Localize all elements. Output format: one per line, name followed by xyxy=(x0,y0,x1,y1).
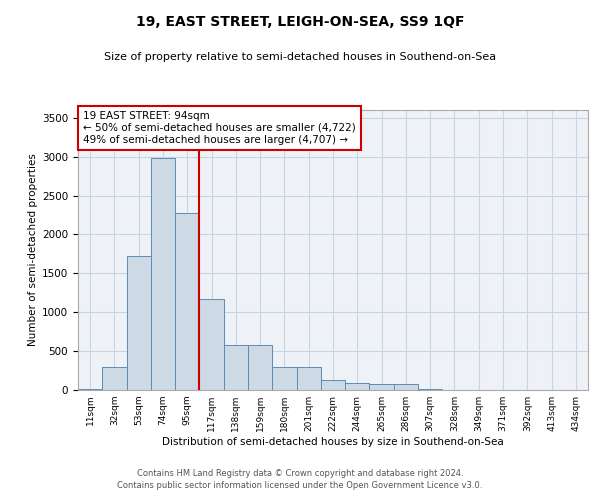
Bar xyxy=(394,384,418,390)
Bar xyxy=(345,382,370,390)
Text: Contains public sector information licensed under the Open Government Licence v3: Contains public sector information licen… xyxy=(118,481,482,490)
Bar xyxy=(248,346,272,390)
Bar xyxy=(321,380,345,390)
Bar xyxy=(370,384,394,390)
X-axis label: Distribution of semi-detached houses by size in Southend-on-Sea: Distribution of semi-detached houses by … xyxy=(162,437,504,447)
Bar xyxy=(272,367,296,390)
Text: 19 EAST STREET: 94sqm
← 50% of semi-detached houses are smaller (4,722)
49% of s: 19 EAST STREET: 94sqm ← 50% of semi-deta… xyxy=(83,112,356,144)
Y-axis label: Number of semi-detached properties: Number of semi-detached properties xyxy=(28,154,38,346)
Bar xyxy=(296,367,321,390)
Bar xyxy=(199,299,224,390)
Bar xyxy=(127,256,151,390)
Bar xyxy=(175,212,199,390)
Text: Size of property relative to semi-detached houses in Southend-on-Sea: Size of property relative to semi-detach… xyxy=(104,52,496,62)
Bar xyxy=(151,158,175,390)
Text: Contains HM Land Registry data © Crown copyright and database right 2024.: Contains HM Land Registry data © Crown c… xyxy=(137,468,463,477)
Bar xyxy=(224,344,248,390)
Bar xyxy=(102,367,127,390)
Text: 19, EAST STREET, LEIGH-ON-SEA, SS9 1QF: 19, EAST STREET, LEIGH-ON-SEA, SS9 1QF xyxy=(136,15,464,29)
Bar xyxy=(418,388,442,390)
